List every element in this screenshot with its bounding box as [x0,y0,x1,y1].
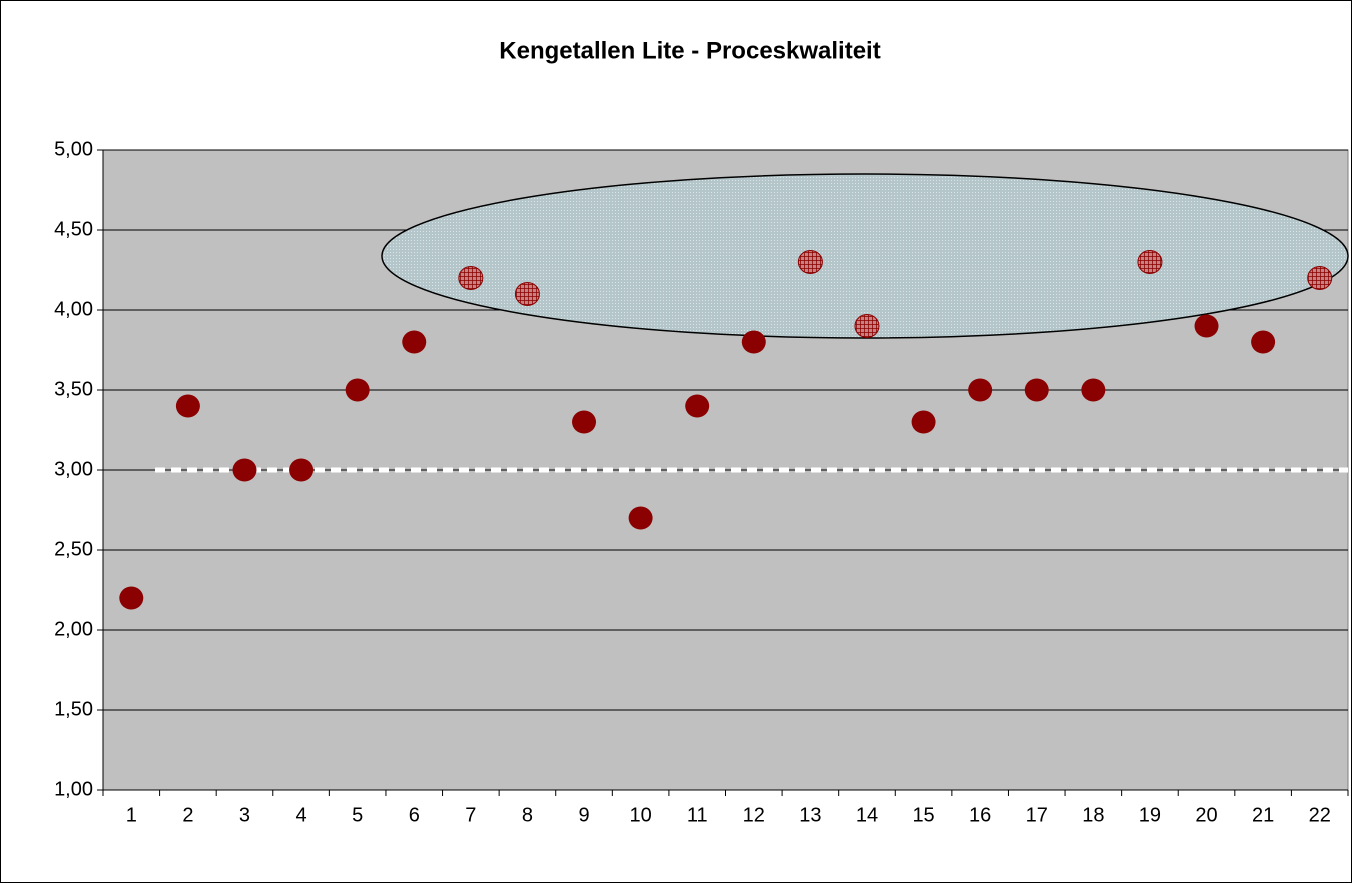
point [968,378,993,402]
y-tick-label: 2,50 [54,538,93,560]
x-tick-label: 7 [465,804,476,826]
point [1194,314,1219,338]
y-tick-label: 3,50 [54,378,93,400]
x-tick-label: 17 [1026,804,1048,826]
point [572,410,597,434]
x-tick-label: 12 [743,804,765,826]
point [345,378,370,402]
x-tick-label: 8 [522,804,533,826]
y-tick-label: 4,00 [54,298,93,320]
point [1081,378,1106,402]
point [232,458,257,482]
x-tick-label: 14 [856,804,878,826]
x-tick-label: 3 [239,804,250,826]
point [1137,250,1163,274]
y-tick-label: 3,00 [54,458,93,480]
x-tick-label: 11 [687,804,708,826]
y-tick-label: 1,00 [54,778,93,800]
x-tick-label: 20 [1195,804,1217,826]
point [175,394,200,418]
point [741,330,766,354]
x-tick-label: 16 [969,804,991,826]
point [1024,378,1049,402]
point [628,506,653,530]
chart-title: Kengetallen Lite - Proceskwaliteit [499,37,880,64]
x-tick-label: 19 [1139,804,1161,826]
point [685,394,710,418]
x-tick-label: 2 [182,804,193,826]
point [514,282,540,306]
x-tick-label: 9 [578,804,589,826]
x-tick-label: 6 [409,804,420,826]
x-tick-label: 13 [799,804,821,826]
y-tick-label: 5,00 [54,138,93,160]
y-tick-label: 2,00 [54,618,93,640]
point [911,410,936,434]
point [797,250,823,274]
y-tick-label: 1,50 [54,698,93,720]
point [119,586,144,610]
x-tick-label: 21 [1252,804,1274,826]
x-tick-label: 15 [912,804,934,826]
x-tick-label: 22 [1309,804,1331,826]
x-tick-label: 10 [629,804,651,826]
x-tick-label: 18 [1082,804,1104,826]
point [458,266,484,290]
x-tick-label: 1 [126,804,137,826]
x-tick-label: 5 [352,804,363,826]
y-tick-label: 4,50 [54,218,93,240]
x-tick-label: 4 [296,804,307,826]
point [854,314,880,338]
point [1251,330,1276,354]
point [402,330,427,354]
point [1307,266,1333,290]
point [289,458,314,482]
highlight-ellipse [381,173,1349,339]
